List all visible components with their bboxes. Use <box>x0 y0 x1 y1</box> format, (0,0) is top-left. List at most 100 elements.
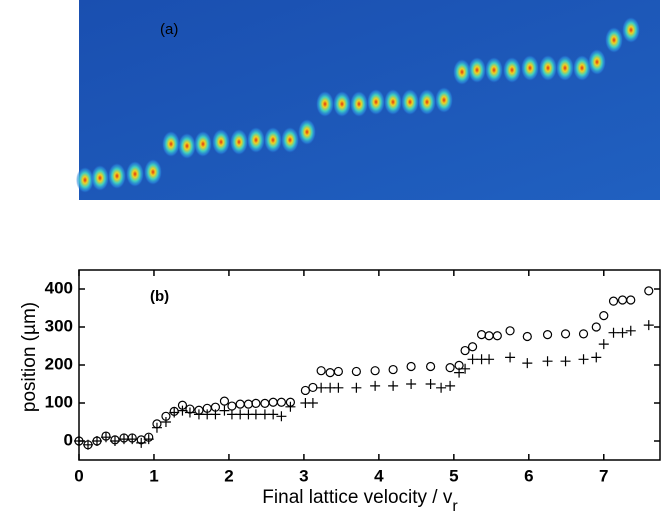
circle-point <box>316 366 326 376</box>
image-blob <box>418 89 436 115</box>
circle-point <box>617 295 628 305</box>
circle-point <box>492 331 502 341</box>
plus-point <box>388 380 399 391</box>
image-blob <box>367 89 385 115</box>
plus-point <box>100 432 111 443</box>
plus-point <box>184 407 195 418</box>
x-tick-label: 7 <box>599 466 608 485</box>
plus-point <box>578 354 589 365</box>
plus-point <box>617 327 628 338</box>
circle-point <box>460 345 470 356</box>
image-blob <box>622 17 640 43</box>
circle-point <box>406 361 416 372</box>
circle-point <box>276 397 287 407</box>
circle-point <box>388 364 398 375</box>
y-axis-label: position (µm) <box>19 302 40 412</box>
plus-point <box>370 380 381 391</box>
circle-point <box>476 330 487 340</box>
circle-point <box>235 399 245 409</box>
plus-point <box>522 358 533 369</box>
plus-point <box>333 382 344 393</box>
circle-point <box>591 322 601 332</box>
image-blob <box>401 89 419 115</box>
y-tick-label: 100 <box>45 392 73 411</box>
plus-point <box>445 380 456 391</box>
plus-point <box>210 409 221 420</box>
circle-point <box>608 296 619 306</box>
plus-point <box>316 382 327 393</box>
plus-point <box>484 354 495 365</box>
circle-point <box>445 363 455 373</box>
image-blob <box>350 91 368 117</box>
image-blob <box>247 127 265 153</box>
image-blob <box>178 133 196 159</box>
plus-point <box>560 356 571 367</box>
image-blob <box>435 87 453 113</box>
circle-point <box>522 331 532 342</box>
circle-point <box>251 398 261 408</box>
image-blob <box>281 127 299 153</box>
image-blob <box>144 159 162 185</box>
image-blob <box>573 55 591 81</box>
circle-point <box>542 330 553 340</box>
plus-point <box>250 409 261 420</box>
circle-point <box>644 286 654 296</box>
x-tick-label: 2 <box>224 466 233 485</box>
image-blob <box>264 127 282 153</box>
image-blob <box>453 59 471 85</box>
plus-point <box>109 436 120 446</box>
image-blob <box>503 57 521 83</box>
image-blob <box>384 89 402 115</box>
image-blob <box>333 91 351 117</box>
plus-point <box>425 379 436 389</box>
image-blob <box>521 55 539 81</box>
circle-point <box>333 366 343 377</box>
panel-a-image: (a) <box>76 0 660 200</box>
circle-point <box>351 366 361 377</box>
x-tick-label: 3 <box>299 466 308 485</box>
x-tick-label: 5 <box>449 466 458 485</box>
image-blob <box>539 55 557 81</box>
plus-point <box>643 320 654 331</box>
panel-label: (b) <box>150 288 169 305</box>
plus-point <box>625 325 636 336</box>
x-axis-label: Final lattice velocity / vr <box>262 487 458 515</box>
panel-label: (a) <box>160 21 178 38</box>
circle-point <box>560 329 571 339</box>
image-blob <box>298 119 316 145</box>
plus-point <box>82 439 93 450</box>
image-blob <box>194 131 212 157</box>
circle-point <box>599 311 609 321</box>
y-tick-label: 200 <box>45 354 73 373</box>
plus-point <box>307 398 318 408</box>
y-tick-label: 400 <box>45 278 73 297</box>
circle-point <box>227 401 237 411</box>
x-tick-label: 4 <box>374 466 384 485</box>
circle-point <box>425 361 436 372</box>
plus-point <box>160 417 171 427</box>
image-blob <box>485 57 503 83</box>
plus-point <box>467 354 478 365</box>
plus-point <box>74 436 84 446</box>
circle-point <box>300 385 311 396</box>
plus-point <box>177 405 188 416</box>
circle-point <box>268 397 278 407</box>
plus-point <box>436 382 447 393</box>
plus-point <box>505 352 516 363</box>
plus-point <box>460 363 471 374</box>
image-blob <box>91 165 109 191</box>
x-axis-label-subscript: r <box>452 498 458 515</box>
plus-point <box>219 405 230 416</box>
plus-point <box>127 434 138 445</box>
circle-point <box>219 396 230 406</box>
image-blob <box>605 27 623 53</box>
circle-point <box>325 368 335 378</box>
x-tick-label: 1 <box>149 466 158 485</box>
x-axis-label-main: Final lattice velocity / v <box>262 487 453 508</box>
plus-point <box>169 407 180 418</box>
plus-point <box>591 352 602 363</box>
image-blob <box>108 163 126 189</box>
circle-point <box>308 382 318 393</box>
plus-point <box>151 422 162 433</box>
